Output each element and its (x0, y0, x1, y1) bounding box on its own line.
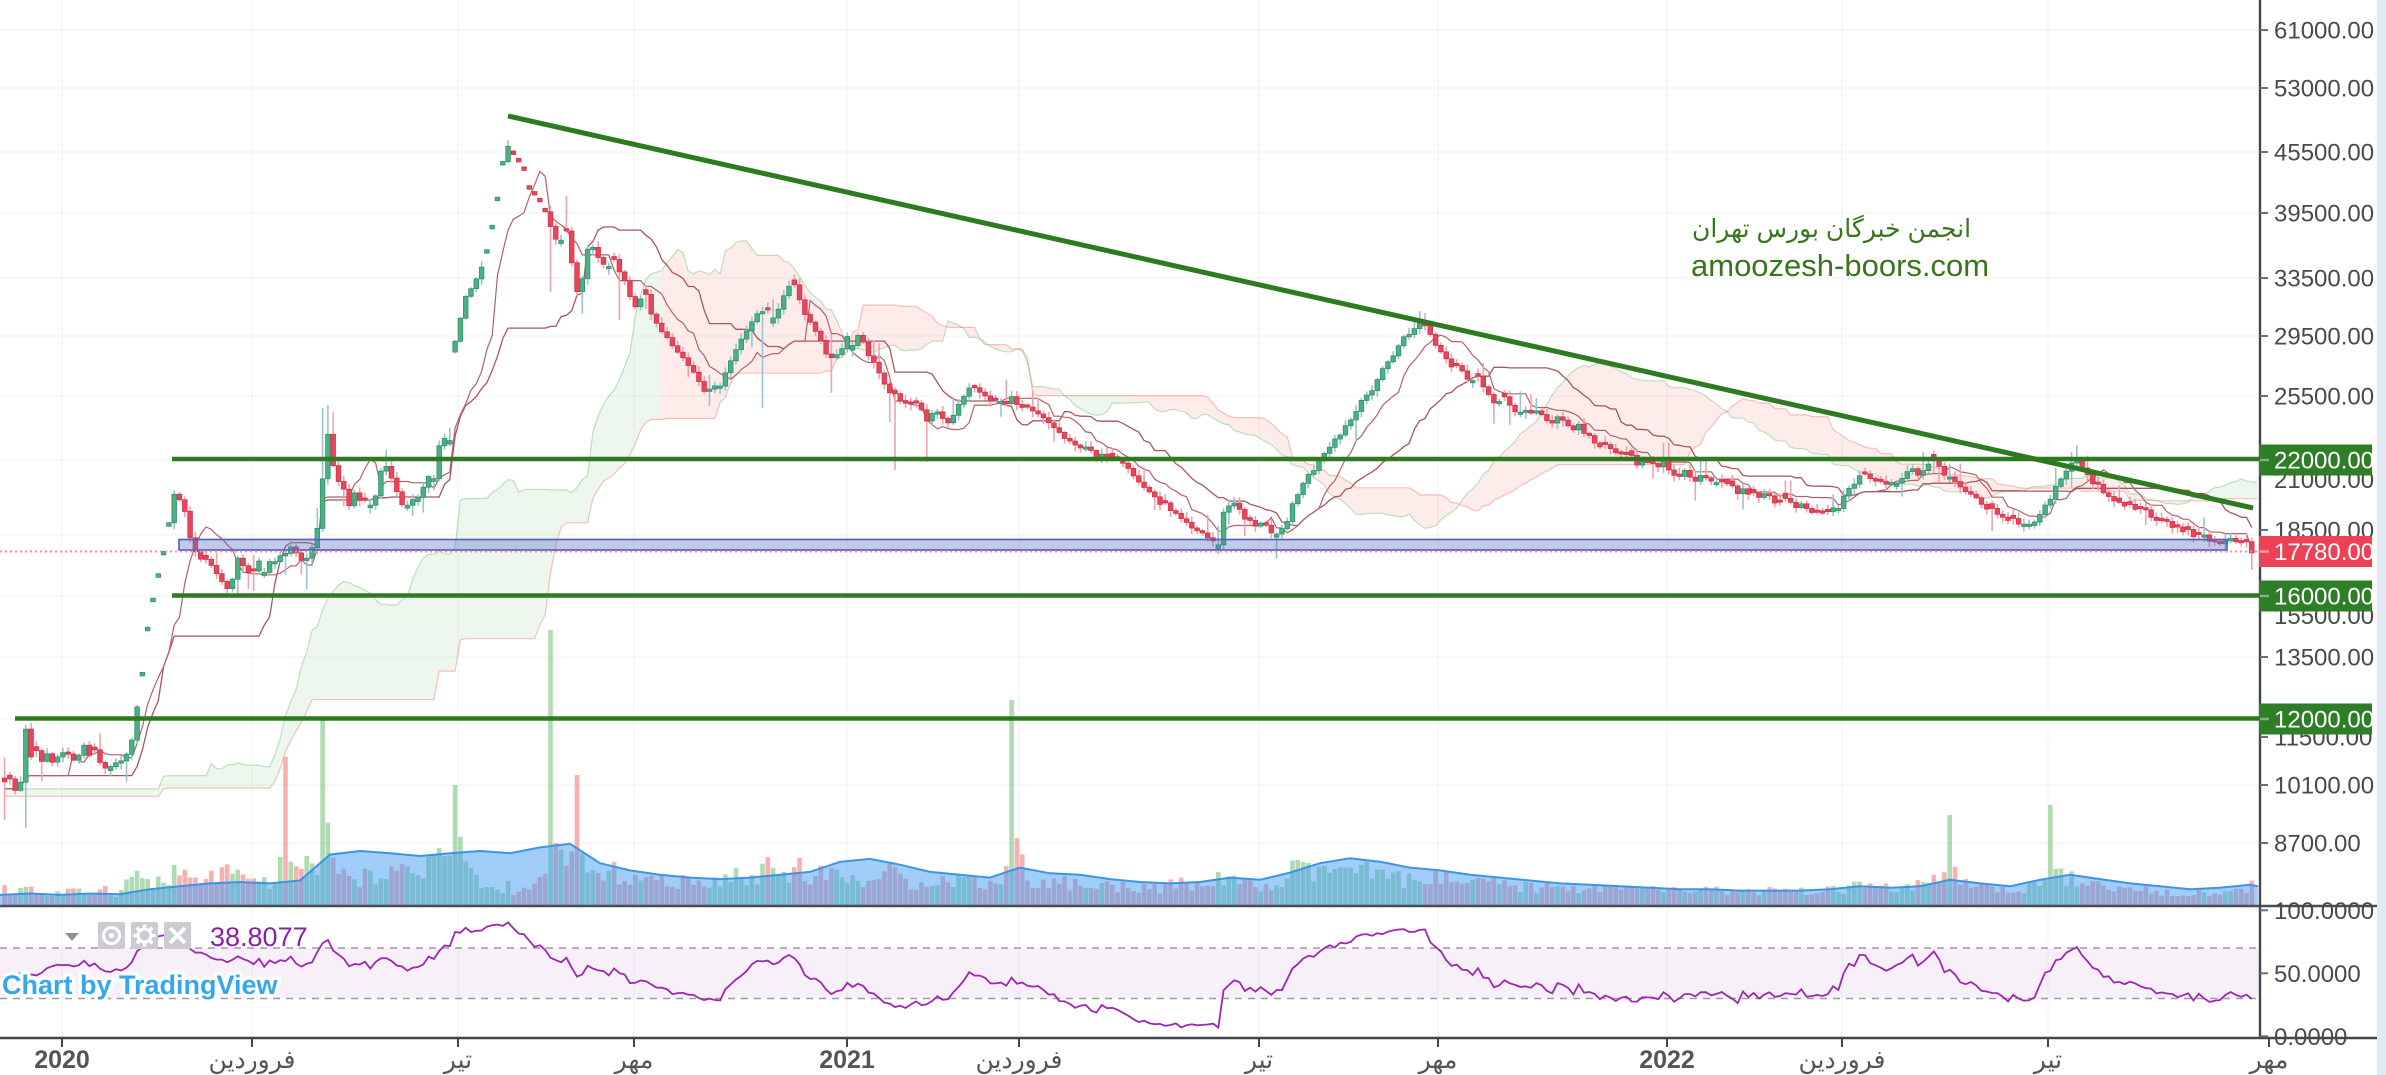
svg-text:انجمن خبرگان بورس تهران: انجمن خبرگان بورس تهران (1692, 214, 1971, 244)
svg-text:8700.00: 8700.00 (2274, 831, 2361, 858)
svg-text:100.0000: 100.0000 (2274, 898, 2374, 925)
svg-text:16000.00: 16000.00 (2274, 584, 2374, 611)
svg-text:38.8077: 38.8077 (210, 922, 308, 952)
svg-text:33500.00: 33500.00 (2274, 266, 2374, 293)
svg-text:10100.00: 10100.00 (2274, 773, 2374, 800)
svg-text:22000.00: 22000.00 (2274, 448, 2374, 475)
svg-text:29500.00: 29500.00 (2274, 324, 2374, 351)
svg-text:2022: 2022 (1639, 1046, 1695, 1074)
svg-text:تیر: تیر (2032, 1046, 2062, 1075)
svg-text:13500.00: 13500.00 (2274, 645, 2374, 672)
svg-text:17780.00: 17780.00 (2274, 539, 2374, 566)
svg-text:Chart by TradingView: Chart by TradingView (2, 970, 279, 1000)
svg-text:2020: 2020 (34, 1046, 90, 1074)
svg-text:فروردین: فروردین (1798, 1046, 1885, 1075)
svg-text:61000.00: 61000.00 (2274, 18, 2374, 45)
svg-text:12000.00: 12000.00 (2274, 707, 2374, 734)
svg-text:0.0000: 0.0000 (2274, 1024, 2347, 1051)
svg-text:2021: 2021 (819, 1046, 875, 1074)
svg-text:amoozesh-boors.com: amoozesh-boors.com (1691, 248, 1989, 283)
svg-text:50.0000: 50.0000 (2274, 961, 2361, 988)
svg-text:تیر: تیر (442, 1046, 472, 1075)
svg-text:مهر: مهر (2248, 1046, 2289, 1075)
svg-text:فروردین: فروردین (975, 1046, 1062, 1075)
svg-text:53000.00: 53000.00 (2274, 76, 2374, 103)
svg-text:تیر: تیر (1243, 1046, 1273, 1075)
svg-text:45500.00: 45500.00 (2274, 140, 2374, 167)
svg-text:فروردین: فروردین (208, 1046, 295, 1075)
svg-text:25500.00: 25500.00 (2274, 384, 2374, 411)
svg-text:39500.00: 39500.00 (2274, 201, 2374, 228)
svg-text:مهر: مهر (613, 1046, 654, 1075)
svg-text:مهر: مهر (1417, 1046, 1458, 1075)
